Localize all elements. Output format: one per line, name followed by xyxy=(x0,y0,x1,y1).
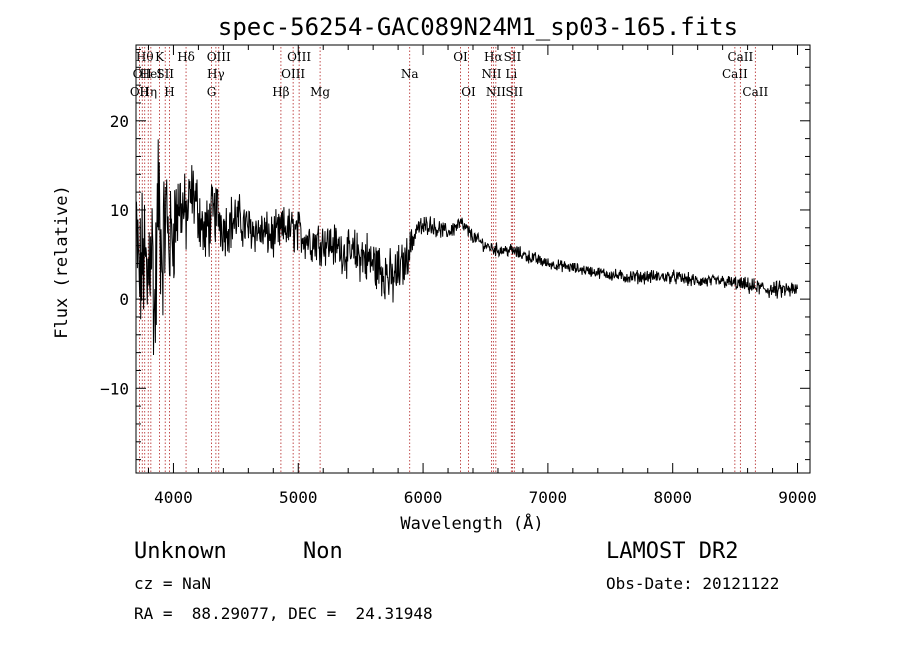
line-marker-label: CaII xyxy=(727,50,753,64)
line-marker-label: OIII xyxy=(281,67,305,81)
line-marker-label: CaII xyxy=(722,67,748,81)
line-marker-label: OII xyxy=(133,67,153,81)
line-marker-label: Hη xyxy=(139,85,157,99)
line-marker-label: Na xyxy=(401,67,419,81)
line-marker-label: SII xyxy=(505,85,523,99)
x-axis-label: Wavelength (Å) xyxy=(400,512,543,534)
class-label: Unknown xyxy=(134,539,227,564)
line-marker-label: CaII xyxy=(742,85,768,99)
line-marker-label: K xyxy=(155,50,165,64)
y-axis-label: Flux (relative) xyxy=(52,185,72,339)
y-tick-label: 20 xyxy=(110,112,129,131)
y-tick-label: 0 xyxy=(119,290,129,309)
line-marker-label: HeI xyxy=(140,67,163,81)
line-marker-label: Hθ xyxy=(136,50,154,64)
line-marker-label: NII xyxy=(486,85,506,99)
x-tick-label: 6000 xyxy=(404,488,443,507)
y-tick-label: 10 xyxy=(110,201,129,220)
y-tick-label: −10 xyxy=(100,379,129,398)
line-marker-label: Mg xyxy=(310,85,330,99)
obs-date: Obs-Date: 20121122 xyxy=(606,574,780,593)
line-marker-label: G xyxy=(207,85,217,99)
line-marker-label: SII xyxy=(156,67,174,81)
line-marker-label: Hβ xyxy=(272,85,289,99)
line-marker-label: Hδ xyxy=(177,50,195,64)
x-tick-label: 8000 xyxy=(653,488,692,507)
plot-frame xyxy=(135,44,811,474)
line-marker-label: Hα xyxy=(484,50,503,64)
line-marker-label: H xyxy=(164,85,174,99)
y-axis: −10 0 10 20 xyxy=(100,48,810,461)
line-marker-label: Li xyxy=(505,67,517,81)
x-axis: 4000 5000 6000 7000 8000 9000 xyxy=(147,45,817,507)
cz-value: cz = NaN xyxy=(134,574,212,593)
line-marker-label: OII xyxy=(130,85,150,99)
emission-lines: OII OII Hθ Hη HeI K SII H Hδ G Hγ OIII Hβ OIII OIII Mg N… xyxy=(130,47,768,473)
spectrum-line xyxy=(135,139,798,356)
survey-label: LAMOST DR2 xyxy=(606,539,739,564)
line-marker-label: OIII xyxy=(207,50,231,64)
line-marker-label: OIII xyxy=(287,50,311,64)
line-marker-label: NII xyxy=(481,67,501,81)
x-tick-label: 9000 xyxy=(778,488,817,507)
line-marker-label: SII xyxy=(504,50,522,64)
x-tick-label: 7000 xyxy=(529,488,568,507)
coordinates: RA = 88.29077, DEC = 24.31948 xyxy=(134,604,433,623)
x-tick-label: 5000 xyxy=(279,488,318,507)
x-tick-label: 4000 xyxy=(154,488,193,507)
subclass-label: Non xyxy=(303,539,343,564)
line-marker-label: OI xyxy=(461,85,476,99)
line-marker-label: Hγ xyxy=(207,67,225,81)
chart-title: spec-56254-GAC089N24M1_sp03-165.fits xyxy=(218,13,738,41)
line-marker-label: OI xyxy=(453,50,468,64)
